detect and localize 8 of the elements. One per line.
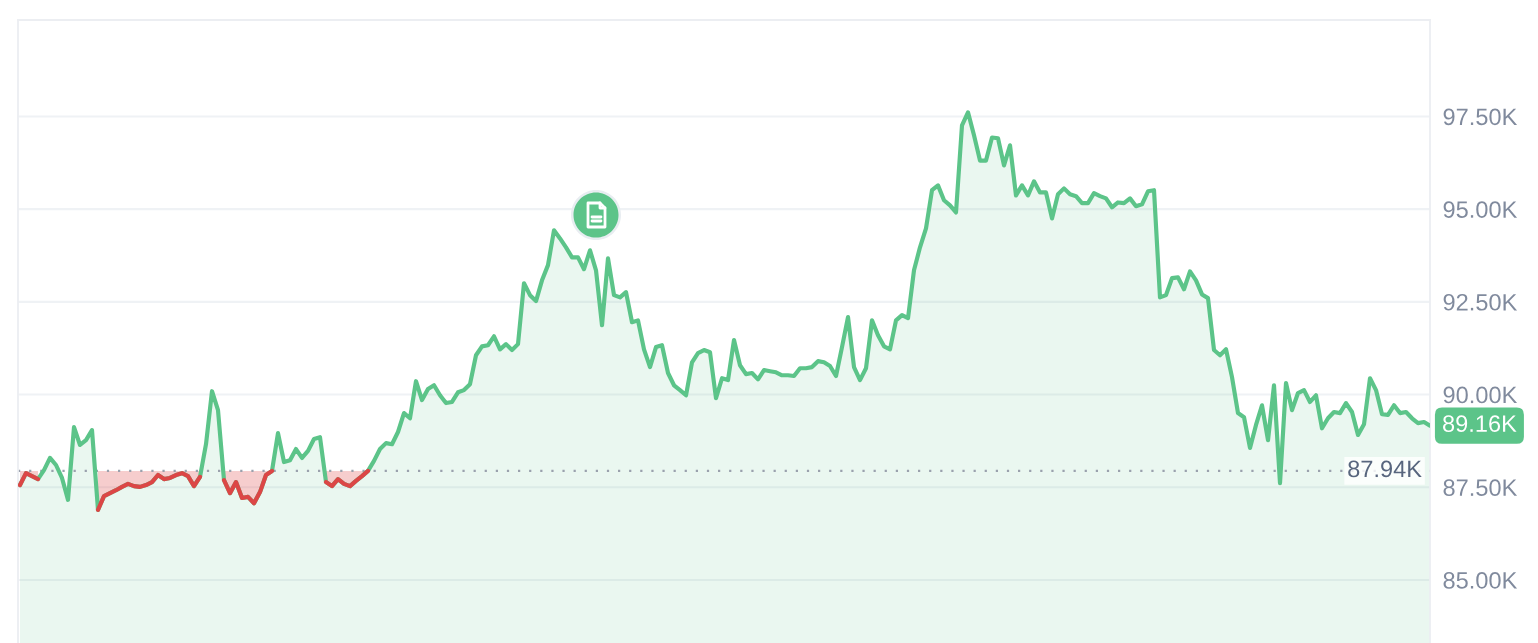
y-tick-label: 95.00K — [1443, 201, 1518, 218]
y-tick-label: 85.00K — [1443, 572, 1518, 589]
y-tick-label: 87.50K — [1443, 479, 1518, 497]
ref-line-label: 87.94K — [1348, 460, 1422, 478]
y-tick-label: 90.00K — [1443, 386, 1518, 404]
y-tick-label: 97.50K — [1443, 108, 1518, 126]
y-tick-label: 92.50K — [1443, 293, 1518, 311]
text: 89.16K — [1443, 415, 1517, 433]
